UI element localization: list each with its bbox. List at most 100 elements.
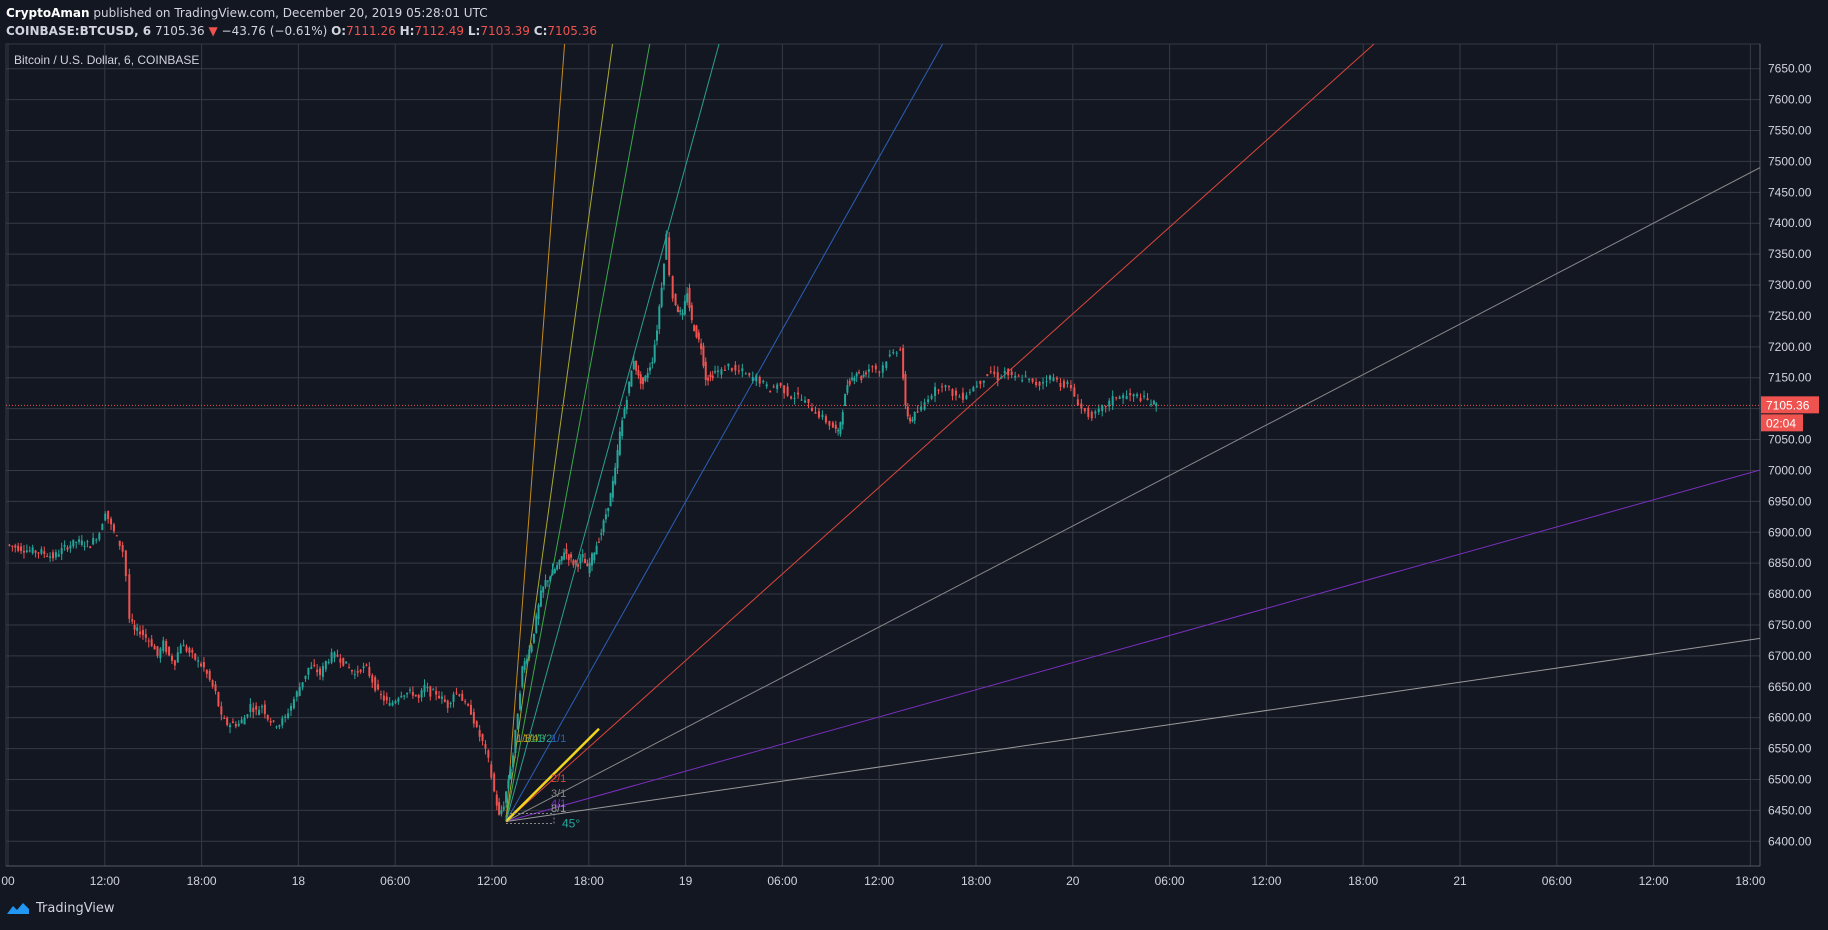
candle-body — [546, 580, 549, 582]
candle-body — [1080, 403, 1083, 409]
candle-body — [934, 386, 937, 396]
candle-body — [807, 398, 810, 403]
y-tick-label: 7400.00 — [1768, 216, 1812, 230]
candle-body — [258, 709, 261, 716]
candle-body — [403, 695, 406, 697]
candle-body — [237, 723, 240, 726]
candle-body — [1035, 382, 1038, 386]
candle-body — [737, 370, 740, 372]
low-label: L: — [467, 24, 481, 38]
candle-body — [1010, 371, 1013, 376]
footer: TradingView — [6, 900, 115, 916]
candle-body — [443, 699, 446, 702]
candle-body — [185, 646, 188, 652]
candle-body — [269, 720, 272, 723]
candle-body — [779, 383, 782, 386]
candle-body — [217, 692, 220, 707]
fan-line-45 — [505, 727, 600, 823]
candle-body — [255, 705, 258, 710]
candle-body — [336, 654, 339, 657]
x-tick-label: 18:00 — [187, 874, 217, 888]
candle-body — [695, 325, 698, 338]
y-tick-label: 6500.00 — [1768, 772, 1812, 786]
candle-body — [240, 719, 243, 724]
candle-body — [961, 392, 964, 400]
candle-body — [556, 565, 559, 570]
candle-body — [139, 631, 142, 635]
candle-body — [1115, 397, 1118, 399]
candle-body — [649, 367, 652, 371]
candle-body — [356, 671, 359, 673]
candle-body — [281, 718, 284, 726]
candle-body — [321, 666, 324, 677]
candle-body — [115, 535, 118, 537]
candle-body — [1038, 381, 1041, 386]
candle-body — [371, 675, 374, 683]
candle-body — [14, 545, 17, 548]
candle-body — [452, 694, 455, 702]
candle-body — [1073, 387, 1076, 397]
candle-body — [688, 287, 691, 308]
candle-body — [860, 375, 863, 381]
last-price: 7105.36 — [155, 24, 205, 38]
candle-body — [744, 373, 747, 375]
candle-body — [1122, 395, 1125, 399]
candle-body — [316, 669, 319, 673]
price-change: −43.76 (−0.61%) — [221, 24, 328, 38]
candle-body — [388, 703, 391, 706]
candle-body — [776, 384, 779, 389]
candle-body — [92, 538, 95, 545]
candle-body — [1003, 371, 1006, 374]
x-tick-label: 18:00 — [961, 874, 991, 888]
candle-body — [716, 370, 719, 372]
candle-body — [867, 369, 870, 372]
candle-body — [324, 661, 327, 670]
candle-body — [730, 368, 733, 371]
candle-body — [958, 396, 961, 398]
candle-body — [435, 690, 438, 695]
candle-body — [20, 546, 23, 552]
candle-body — [382, 695, 385, 701]
x-tick-label: 06:00 — [1542, 874, 1572, 888]
y-tick-label: 7250.00 — [1768, 309, 1812, 323]
fan-label: 8/1 — [551, 803, 566, 815]
candle-body — [304, 675, 307, 679]
candle-body — [858, 372, 861, 374]
candle-body — [348, 667, 351, 669]
fan-line-1-3 — [505, 43, 651, 822]
candle-body — [1059, 383, 1062, 388]
candle-body — [162, 640, 165, 652]
candle-body — [159, 648, 162, 659]
candles — [8, 230, 1158, 817]
candle-body — [702, 345, 705, 366]
candle-body — [577, 564, 580, 567]
x-tick-label: 18:00 — [1348, 874, 1378, 888]
candle-body — [888, 354, 891, 357]
candle-body — [602, 520, 605, 532]
y-tick-label: 6900.00 — [1768, 525, 1812, 539]
candle-body — [176, 652, 179, 663]
x-tick-label: 21 — [1453, 874, 1467, 888]
candle-body — [611, 480, 614, 498]
candle-body — [968, 391, 971, 393]
gann-fan[interactable]: 45° 1/81/41/31/21/1 2/1 3/14/18/1 — [505, 43, 1761, 831]
candle-body — [104, 513, 107, 521]
brand-name[interactable]: TradingView — [36, 900, 115, 916]
candle-body — [834, 424, 837, 429]
candle-body — [979, 380, 982, 385]
chart-title: Bitcoin / U.S. Dollar, 6, COINBASE — [14, 53, 199, 67]
open-label: O: — [331, 24, 347, 38]
fan-box — [505, 813, 555, 825]
candle-body — [681, 312, 684, 316]
candle-body — [11, 545, 14, 547]
candle-body — [313, 664, 316, 667]
candle-body — [1028, 378, 1031, 381]
candle-body — [1152, 400, 1155, 405]
candle-body — [1139, 397, 1142, 402]
author-name[interactable]: CryptoAman — [6, 6, 90, 20]
candle-body — [769, 390, 772, 393]
candle-body — [156, 646, 159, 656]
high-value: 7112.49 — [414, 24, 465, 38]
candle-body — [438, 695, 441, 699]
